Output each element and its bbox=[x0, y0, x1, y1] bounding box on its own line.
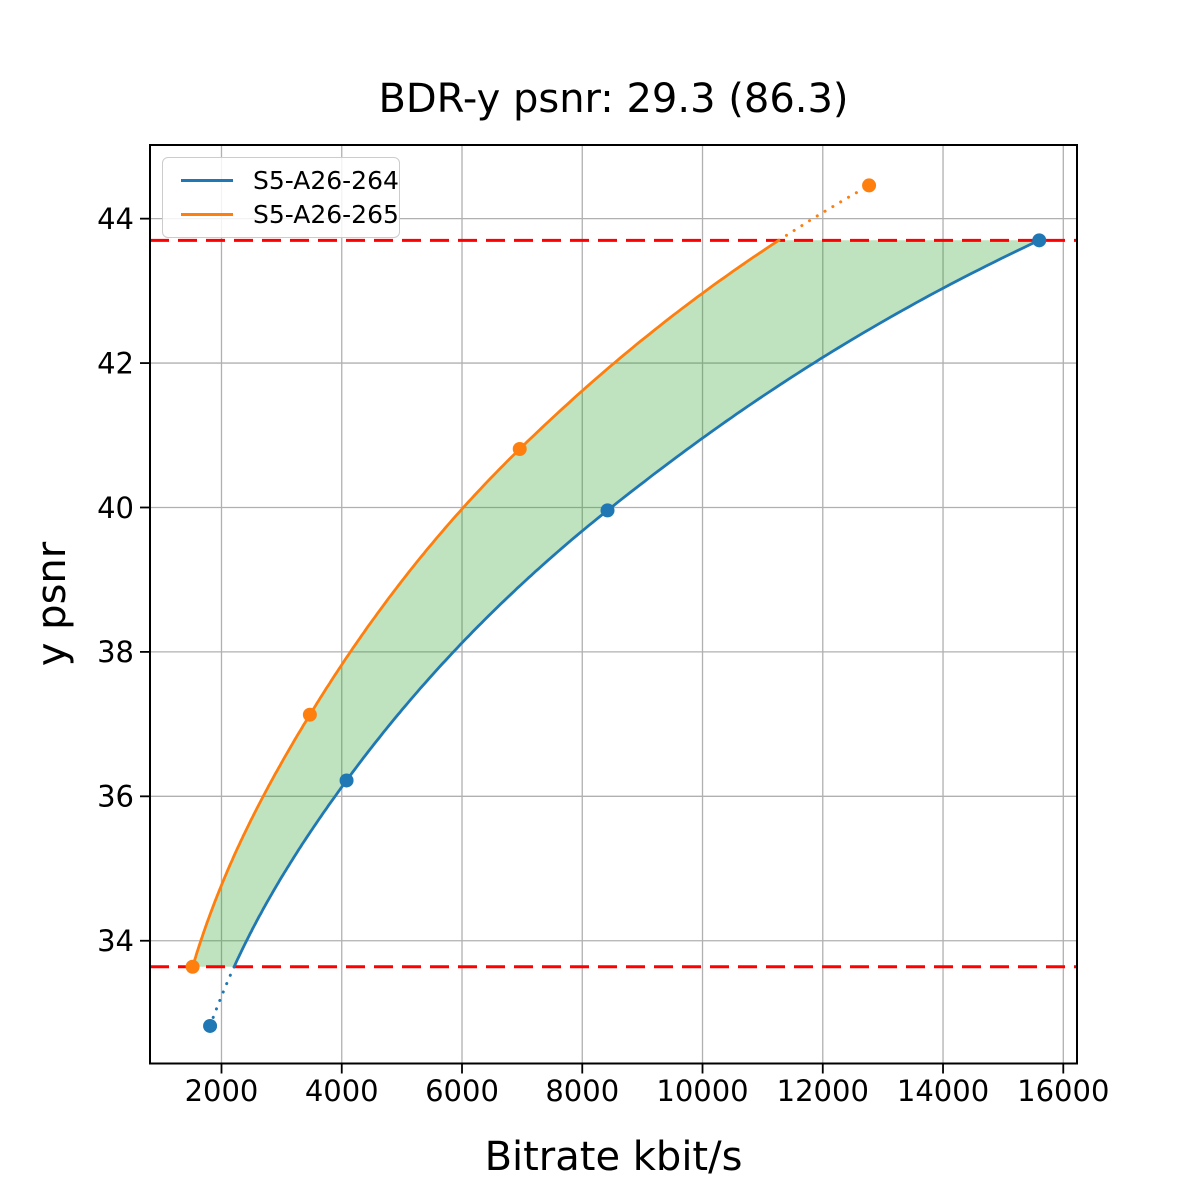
series-265-curve bbox=[191, 238, 781, 969]
y-tick-label: 38 bbox=[97, 635, 134, 669]
series-264-data-point bbox=[203, 1018, 218, 1033]
legend-swatch-265 bbox=[181, 212, 233, 216]
x-tick-label: 6000 bbox=[425, 1074, 499, 1108]
bd-overlap-shaded-area bbox=[192, 240, 1040, 967]
x-tick-label: 2000 bbox=[185, 1074, 259, 1108]
legend-item-264: S5-A26-264 bbox=[163, 166, 399, 195]
x-tick-label: 14000 bbox=[897, 1074, 989, 1108]
x-tick-label: 8000 bbox=[545, 1074, 619, 1108]
series-265-data-point bbox=[302, 707, 317, 722]
series-265-dotted-curve bbox=[777, 183, 871, 242]
series-265-data-point bbox=[862, 178, 877, 193]
series-265-data-point bbox=[512, 442, 527, 457]
x-tick-label: 12000 bbox=[777, 1074, 869, 1108]
series-264-data-point bbox=[600, 503, 615, 518]
series-265-data-point bbox=[185, 959, 200, 974]
series-264-curve bbox=[232, 238, 1041, 969]
legend-label-265: S5-A26-265 bbox=[253, 199, 399, 229]
legend: S5-A26-264 S5-A26-265 bbox=[162, 157, 400, 238]
y-tick-label: 34 bbox=[97, 924, 134, 958]
y-tick-label: 44 bbox=[97, 202, 134, 236]
x-axis-label: Bitrate kbit/s bbox=[484, 1134, 743, 1180]
x-tick-label: 4000 bbox=[305, 1074, 379, 1108]
y-axis-label: y psnr bbox=[29, 541, 75, 667]
y-tick-label: 40 bbox=[97, 491, 134, 525]
series-264-data-point bbox=[1032, 233, 1047, 248]
legend-label-264: S5-A26-264 bbox=[253, 166, 399, 196]
x-tick-label: 16000 bbox=[1017, 1074, 1109, 1108]
y-tick-label: 36 bbox=[97, 780, 134, 814]
legend-swatch-264 bbox=[181, 179, 233, 183]
series-264-data-point bbox=[339, 773, 354, 788]
series-264-dotted-curve bbox=[208, 965, 236, 1028]
y-tick-label: 42 bbox=[97, 346, 134, 380]
axes-spines bbox=[149, 144, 1078, 1065]
chart-title: BDR-y psnr: 29.3 (86.3) bbox=[378, 76, 849, 122]
x-tick-label: 10000 bbox=[656, 1074, 748, 1108]
legend-item-265: S5-A26-265 bbox=[163, 200, 399, 229]
